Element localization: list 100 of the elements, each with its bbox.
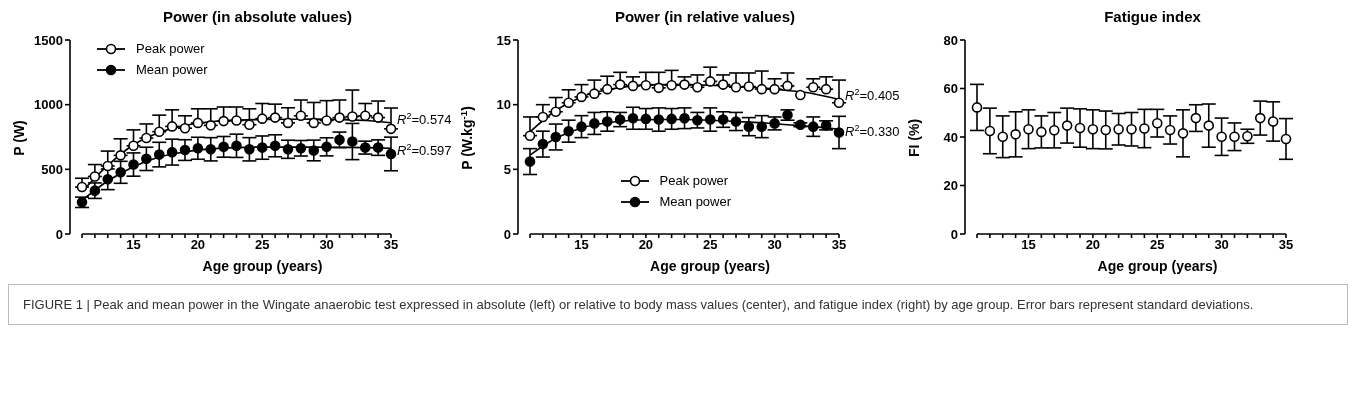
point xyxy=(141,132,152,144)
y-tick-label: 40 xyxy=(943,129,958,145)
x-tick-label: 30 xyxy=(766,237,782,253)
point xyxy=(1113,123,1124,135)
x-tick-label: 30 xyxy=(319,237,334,253)
point xyxy=(179,144,191,156)
point xyxy=(295,110,307,122)
point xyxy=(833,127,844,138)
point xyxy=(640,113,651,125)
point xyxy=(984,125,996,137)
point xyxy=(1010,129,1021,140)
x-axis-title: Age group (years) xyxy=(649,258,771,274)
point xyxy=(627,112,638,124)
point xyxy=(231,140,242,152)
x-tick-label: 25 xyxy=(255,237,270,253)
x-tick-label: 15 xyxy=(126,237,141,253)
x-tick-label: 35 xyxy=(831,237,846,253)
point xyxy=(1100,124,1112,136)
point xyxy=(524,156,535,167)
point xyxy=(1151,117,1163,129)
point xyxy=(1254,112,1266,124)
x-tick-label: 20 xyxy=(1085,237,1101,253)
point xyxy=(601,116,613,127)
point xyxy=(997,131,1009,143)
y-tick-label: 1500 xyxy=(34,32,63,48)
point xyxy=(244,119,255,131)
x-tick-label: 15 xyxy=(1021,237,1036,253)
x-tick-label: 15 xyxy=(573,237,589,253)
x-axis-title: Age group (years) xyxy=(1096,258,1219,274)
x-tick-label: 35 xyxy=(383,237,399,253)
point xyxy=(282,143,294,155)
y-axis-title: FI (%) xyxy=(906,118,922,158)
point xyxy=(743,121,754,132)
point xyxy=(192,142,204,154)
point xyxy=(1164,124,1176,136)
series-label: R$^{2}$=0.597 xyxy=(397,142,452,159)
point xyxy=(833,97,844,109)
x-tick-label: 35 xyxy=(1278,237,1294,253)
point xyxy=(1280,133,1292,145)
legend-label: Peak power xyxy=(659,173,729,188)
y-tick-label: 0 xyxy=(55,226,63,242)
point xyxy=(141,153,152,165)
legend-label: Mean power xyxy=(659,194,732,209)
point xyxy=(1087,123,1099,135)
point xyxy=(153,126,165,137)
point xyxy=(1074,122,1086,134)
point xyxy=(166,146,178,158)
point xyxy=(256,142,268,153)
point xyxy=(524,130,535,142)
point xyxy=(807,121,819,132)
point xyxy=(282,117,294,129)
y-tick-label: 0 xyxy=(503,226,511,242)
point xyxy=(1048,124,1060,136)
point xyxy=(1023,123,1034,135)
point xyxy=(588,118,600,129)
point xyxy=(601,83,613,95)
caption: FIGURE 1 | Peak and mean power in the Wingate anaerobic test expressed in absolute (left) or relative to body mass values (center), and fatigue index (right) by age group. Error bars represent standard deviations. xyxy=(23,296,1255,314)
y-tick-label: 80 xyxy=(943,32,958,48)
y-tick-label: 5 xyxy=(503,161,511,177)
series-label: R$^{2}$=0.330 xyxy=(844,123,900,140)
point xyxy=(1036,126,1047,138)
point xyxy=(1203,120,1215,131)
point xyxy=(730,116,741,127)
point xyxy=(665,113,677,125)
y-tick-label: 1000 xyxy=(34,97,63,113)
point xyxy=(704,114,716,125)
point xyxy=(755,121,767,132)
point xyxy=(321,141,332,153)
point xyxy=(1061,120,1073,131)
point xyxy=(794,89,806,101)
point xyxy=(652,114,664,125)
y-tick-label: 20 xyxy=(943,178,958,194)
y-tick-label: 60 xyxy=(943,81,958,97)
point xyxy=(971,102,983,113)
point xyxy=(385,148,397,160)
x-axis-title: Age group (years) xyxy=(201,258,324,274)
point xyxy=(678,112,690,124)
point xyxy=(347,136,358,147)
point xyxy=(102,173,114,185)
point xyxy=(537,138,548,150)
y-tick-label: 0 xyxy=(950,226,958,242)
y-tick-label: 500 xyxy=(41,161,63,177)
point xyxy=(562,125,574,137)
point xyxy=(1126,123,1137,135)
point xyxy=(269,140,281,152)
y-axis-title: P (W) xyxy=(11,120,27,156)
x-tick-label: 20 xyxy=(190,237,206,253)
point xyxy=(1216,131,1227,143)
point xyxy=(1190,112,1202,124)
point xyxy=(549,106,561,118)
series-label: R$^{2}$=0.405 xyxy=(844,87,900,104)
point xyxy=(1267,116,1279,127)
point xyxy=(128,159,139,170)
point xyxy=(549,131,561,143)
x-tick-label: 20 xyxy=(638,237,653,253)
chart-title: Power (in relative values) xyxy=(613,8,797,27)
point xyxy=(1229,131,1240,143)
y-tick-label: 15 xyxy=(496,32,511,48)
point xyxy=(1139,123,1150,134)
point xyxy=(308,145,320,156)
